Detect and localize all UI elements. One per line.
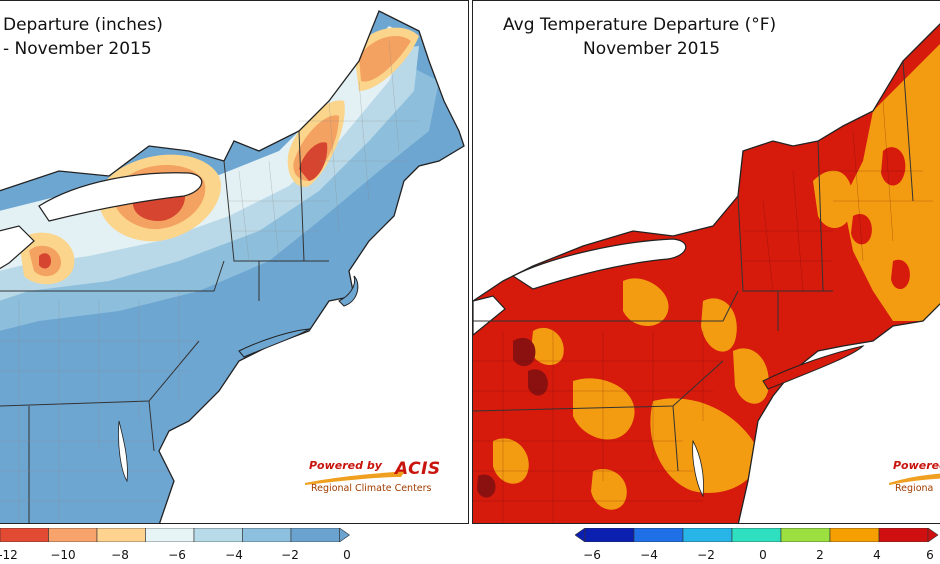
lake-ontario xyxy=(38,172,203,222)
acis-powered-by: Powered by xyxy=(309,459,382,472)
temp-tick: −6 xyxy=(583,548,601,562)
precip-tick: -12 xyxy=(0,548,18,562)
precip-colorbar-segment xyxy=(290,528,340,542)
lake-ontario xyxy=(511,238,687,290)
temp-tick: −4 xyxy=(640,548,658,562)
acis-swoosh-icon xyxy=(305,471,405,485)
acis-logo-partial: Powered Regiona xyxy=(889,459,940,499)
lake-erie xyxy=(473,295,506,336)
temp-dark-red-zone xyxy=(477,337,548,498)
state-borders xyxy=(473,60,914,472)
temp-tick: −2 xyxy=(697,548,715,562)
county-lines xyxy=(473,100,933,523)
state-borders xyxy=(0,130,329,523)
precip-colorbar-segment xyxy=(193,528,243,542)
precip-departure-panel: Departure (inches) - November 2015 Power… xyxy=(0,0,469,524)
precip-orange-zone xyxy=(29,36,411,277)
precip-colorbar-segment xyxy=(145,528,195,542)
precip-tick: −2 xyxy=(281,548,299,562)
temp-tick: 6 xyxy=(926,548,934,562)
precip-tick: −4 xyxy=(225,548,243,562)
temp-colorbar-arrow-left xyxy=(575,528,586,542)
acis-swoosh-icon xyxy=(889,473,940,485)
temp-tick: 2 xyxy=(816,548,824,562)
temp-orange-zone xyxy=(493,41,940,510)
chesapeake-bay xyxy=(118,420,128,483)
temp-colorbar-segment xyxy=(829,528,880,542)
precip-colorbar-segment xyxy=(48,528,98,542)
acis-subtitle: Regional Climate Centers xyxy=(311,483,432,494)
acis-brand: ACIS xyxy=(395,459,441,479)
long-island xyxy=(762,345,865,390)
temp-colorbar-segment xyxy=(633,528,684,542)
precip-tick: −10 xyxy=(50,548,76,562)
temp-colorbar-segment xyxy=(682,528,733,542)
acis-powered-by-partial: Powered xyxy=(893,459,940,472)
lake-erie xyxy=(0,225,35,270)
precip-colorbar-arrow-right xyxy=(339,528,351,542)
temp-colorbar-segment xyxy=(584,528,635,542)
precip-tick: −6 xyxy=(168,548,186,562)
precip-colorbar xyxy=(0,528,351,542)
acis-logo: Powered by ACIS Regional Climate Centers xyxy=(305,459,455,499)
long-island xyxy=(238,328,311,358)
temp-tick: 4 xyxy=(873,548,881,562)
precip-colorbar-segment xyxy=(242,528,292,542)
temp-colorbar-segment xyxy=(731,528,782,542)
temp-colorbar-arrow-right xyxy=(927,528,939,542)
precip-colorbar-segment xyxy=(0,528,49,542)
temperature-departure-panel: Avg Temperature Departure (°F) November … xyxy=(472,0,940,524)
delaware-bay xyxy=(692,439,704,498)
precip-colorbar-segment xyxy=(96,528,146,542)
temp-tick: 0 xyxy=(759,548,767,562)
precip-tick: 0 xyxy=(343,548,351,562)
coastline xyxy=(0,10,465,523)
precip-tick: −8 xyxy=(111,548,129,562)
precip-map-title-line2: - November 2015 xyxy=(3,39,152,59)
temp-colorbar-segment xyxy=(878,528,929,542)
temp-colorbar xyxy=(575,528,939,542)
temp-map-title-line2: November 2015 xyxy=(583,39,721,59)
precip-yellow-zone xyxy=(19,27,419,285)
temp-colorbar-segment xyxy=(780,528,831,542)
temperature-departure-map xyxy=(473,23,940,523)
temp-map-title-line1: Avg Temperature Departure (°F) xyxy=(503,15,777,35)
temp-red-islands xyxy=(851,147,910,290)
acis-subtitle-partial: Regiona xyxy=(895,483,934,494)
precip-map-title-line1: Departure (inches) xyxy=(3,15,163,35)
cape-cod xyxy=(338,275,359,307)
county-lines xyxy=(0,40,419,523)
coastline xyxy=(473,23,940,302)
precip-departure-map xyxy=(0,10,465,523)
